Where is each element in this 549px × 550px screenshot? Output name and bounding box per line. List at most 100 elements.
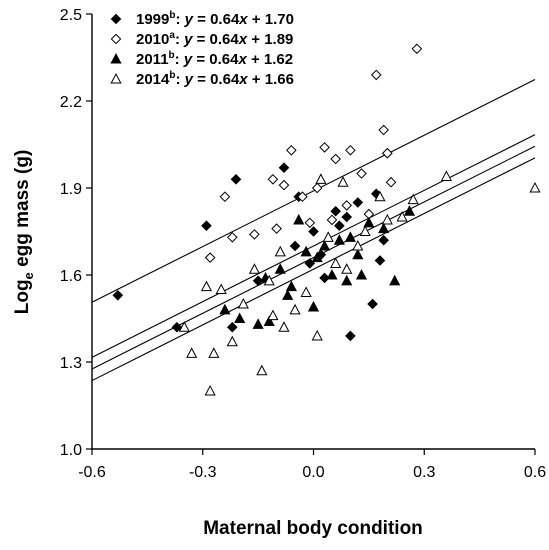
regression-lines [91,79,536,382]
point-1999 [334,220,345,232]
point-2014 [208,347,220,358]
legend-eq-x: x [238,71,248,88]
point-2010 [382,147,393,159]
point-2011 [389,274,401,286]
point-2010 [249,229,260,240]
point-2011 [234,312,246,324]
point-2014 [374,190,386,202]
legend-year: 2014 [136,71,170,88]
legend-year: 1999 [136,11,169,28]
point-2014 [186,347,198,358]
point-2014 [200,280,213,292]
point-2010 [271,223,282,234]
legend-entry-2011: 2011b: y = 0.64x + 1.62 [136,50,293,68]
legend-marker-2014 [110,72,122,84]
point-2014 [300,286,312,297]
y-axis-title-rest: egg mass (g) [12,150,33,272]
legend-superscript: b [169,50,175,61]
point-2010 [370,69,382,81]
point-2011 [355,268,368,280]
legend-eq-slope: = 0.64 [193,71,240,88]
point-2011 [363,216,375,228]
point-1999 [252,275,264,287]
legend-marker-2011 [110,52,122,64]
point-2010 [311,182,323,194]
legend-colon: : [175,71,184,88]
legend-colon: : [175,11,184,28]
point-2014 [263,274,275,286]
point-2014 [315,173,327,184]
point-2010 [326,214,338,226]
point-2010 [278,179,290,191]
point-2014 [289,303,301,315]
legend-eq-y: y [183,31,193,48]
point-2011 [307,300,320,312]
point-2011 [318,239,331,251]
point-2010 [204,252,216,263]
point-2011 [263,315,275,326]
point-2014 [359,225,371,237]
legend-eq-y: y [184,71,194,88]
y-tick-label: 2.5 [60,7,82,24]
legend-eq-y: y [184,11,194,28]
point-2011 [285,280,297,292]
point-2014 [267,309,279,321]
y-tick-label: 1.0 [60,442,82,459]
point-1999 [112,289,124,301]
y-tick-label: 1.9 [60,181,82,198]
point-2011 [300,245,312,257]
point-2010 [219,191,231,203]
legend-colon: : [175,51,184,68]
legend-entry-1999: 1999b: y = 0.64x + 1.70 [136,10,294,28]
point-2014 [178,321,190,332]
point-2010 [345,144,356,156]
legend-superscript: a [169,30,175,41]
legend-superscript: b [169,70,175,81]
point-2014 [278,321,290,332]
y-tick-label: 2.2 [60,94,82,111]
y-axis-title-main: Log [12,279,33,314]
point-1999 [345,330,356,342]
point-1999 [171,321,183,333]
point-2010 [411,43,423,55]
y-axis-title: Loge egg mass (g) [12,150,36,315]
point-2011 [293,213,305,225]
x-axis-title: Maternal body condition [203,518,423,539]
point-1999 [330,205,341,217]
x-tick-label: 0.6 [524,464,546,481]
point-1999 [352,197,364,208]
point-1999 [201,220,212,232]
legend-entry-2014: 2014b: y = 0.64x + 1.66 [136,70,294,88]
legend-eq-intercept: + 1.70 [248,11,294,28]
legend-eq-x: x [238,31,248,48]
legend-eq-slope: = 0.64 [193,11,240,28]
point-2014 [226,335,238,347]
legend-marker-1999 [110,13,122,25]
point-2010 [226,231,238,243]
legend-marker-2010 [110,33,122,45]
y-tick-label: 1.3 [60,355,82,372]
point-2011 [341,274,353,286]
fit-line-2010 [91,79,536,303]
legend-colon: : [175,31,184,48]
fit-line-1999 [91,134,536,358]
point-2010 [319,142,330,153]
point-2011 [403,205,416,216]
point-2011 [378,222,390,234]
point-2014 [204,384,216,396]
point-1999 [319,272,330,284]
point-1999 [226,321,238,333]
legend-eq-intercept: + 1.66 [248,71,294,88]
fit-line-2011 [91,157,536,382]
point-2011 [352,248,364,260]
point-2010 [267,173,279,185]
point-2010 [297,191,308,203]
legend-eq-slope: = 0.64 [192,31,239,48]
legend-year: 2010 [136,31,169,48]
point-2014 [215,283,227,295]
legend-eq-intercept: + 1.62 [247,51,293,68]
x-tick-label: 0.3 [413,464,435,481]
point-2011 [333,234,345,245]
